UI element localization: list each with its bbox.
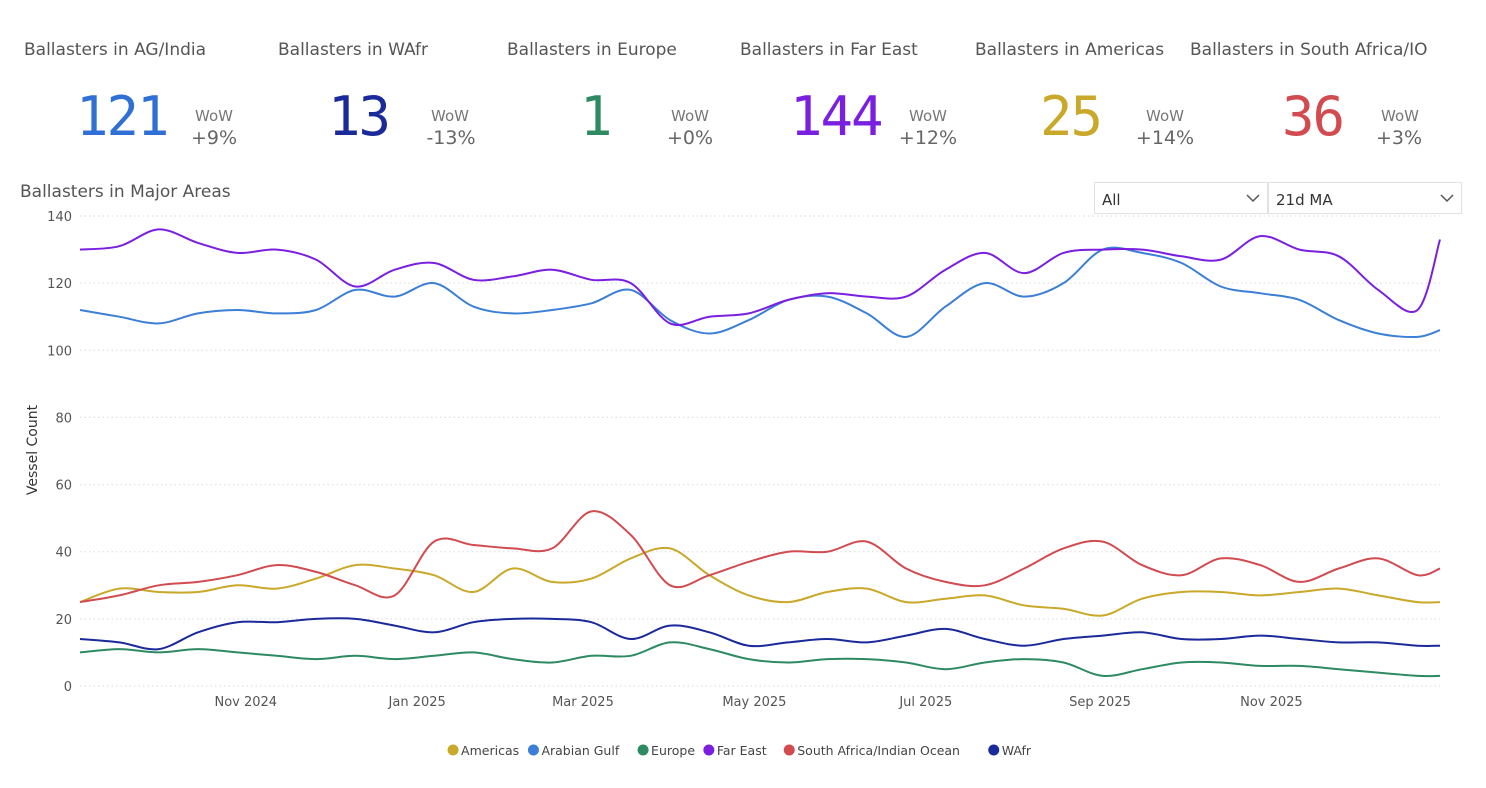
series-line-europe: [79, 641, 1441, 678]
kpi-title: Ballasters in WAfr: [278, 40, 428, 60]
legend: Americas Arabian Gulf Europe Far East South …: [447, 743, 1032, 758]
kpi-value: 144: [790, 85, 884, 148]
series-line-wafr: [79, 617, 1441, 651]
x-tick-label: Jul 2025: [898, 695, 952, 710]
kpi-card-americas: Ballasters in Americas 25 WoW +14%: [975, 0, 1194, 170]
y-tick-label: 40: [55, 546, 72, 561]
kpi-wow-label: WoW: [195, 107, 233, 125]
kpi-card-ag-india: Ballasters in AG/India 121 WoW +9%: [24, 0, 264, 170]
y-axis-label: Vessel Count: [25, 404, 41, 495]
legend-marker-wafr: [988, 744, 1000, 756]
region-filter-dropdown[interactable]: All: [1094, 182, 1268, 214]
legend-label: Europe: [651, 743, 695, 758]
kpi-title: Ballasters in Europe: [507, 40, 677, 60]
legend-label: South Africa/Indian Ocean: [797, 743, 960, 758]
y-tick-label: 140: [47, 210, 72, 225]
kpi-card-south-africa-io: Ballasters in South Africa/IO 36 WoW +3%: [1190, 0, 1480, 170]
kpi-change: -13%: [426, 127, 476, 149]
kpi-title: Ballasters in South Africa/IO: [1190, 40, 1428, 60]
kpi-change: +9%: [190, 127, 238, 149]
series-line-south-africa-indian-ocean: [79, 510, 1441, 604]
legend-label: Far East: [717, 743, 767, 758]
kpi-change: +0%: [666, 127, 714, 149]
series-line-arabian-gulf: [79, 246, 1441, 339]
chart-title: Ballasters in Major Areas: [20, 182, 231, 202]
kpi-value: 13: [328, 85, 391, 148]
x-tick-label: May 2025: [722, 695, 786, 710]
legend-marker-arabian-gulf: [527, 744, 539, 756]
kpi-value: 36: [1282, 85, 1345, 148]
kpi-change: +3%: [1375, 127, 1423, 149]
y-tick-label: 80: [55, 411, 72, 426]
legend-marker-americas: [447, 744, 459, 756]
x-tick-label: Jan 2025: [388, 695, 446, 710]
kpi-card-europe: Ballasters in Europe 1 WoW +0%: [507, 0, 727, 170]
x-tick-label: Nov 2024: [214, 695, 277, 710]
kpi-title: Ballasters in Americas: [975, 40, 1165, 60]
x-axis: Nov 2024 Jan 2025 Mar 2025 May 2025 Jul 2025…: [214, 695, 1302, 710]
x-tick-label: Mar 2025: [552, 695, 614, 710]
kpi-card-wafr: Ballasters in WAfr 13 WoW -13%: [278, 0, 498, 170]
smoothing-filter-dropdown[interactable]: 21d MA: [1268, 182, 1462, 214]
y-tick-label: 20: [55, 613, 72, 628]
kpi-value: 1: [580, 85, 612, 148]
kpi-wow-label: WoW: [671, 107, 709, 125]
smoothing-filter-value: 21d MA: [1276, 191, 1333, 209]
y-tick-label: 100: [47, 344, 72, 359]
legend-label: Arabian Gulf: [541, 743, 619, 758]
x-tick-label: Sep 2025: [1069, 695, 1131, 710]
chevron-down-icon: [1440, 194, 1454, 203]
grid-lines: [80, 215, 1440, 687]
y-tick-label: 0: [64, 680, 72, 695]
kpi-wow-label: WoW: [909, 107, 947, 125]
legend-label: Americas: [461, 743, 519, 758]
kpi-title: Ballasters in Far East: [740, 40, 918, 60]
kpi-wow-label: WoW: [1146, 107, 1184, 125]
x-tick-label: Nov 2025: [1240, 695, 1303, 710]
series-line-far-east: [79, 228, 1441, 326]
kpi-card-far-east: Ballasters in Far East 144 WoW +12%: [740, 0, 970, 170]
legend-label: WAfr: [1002, 743, 1032, 758]
series-line-americas: [79, 546, 1441, 617]
y-axis: 0 20 40 60 80 100 120 140: [47, 210, 72, 695]
legend-marker-south-africa-indian-ocean: [783, 744, 795, 756]
kpi-value: 121: [76, 85, 170, 148]
chevron-down-icon: [1246, 194, 1260, 203]
kpi-change: +12%: [898, 127, 958, 149]
kpi-title: Ballasters in AG/India: [24, 40, 207, 60]
kpi-change: +14%: [1135, 127, 1195, 149]
y-tick-label: 120: [47, 277, 72, 292]
kpi-value: 25: [1040, 85, 1103, 148]
y-tick-label: 60: [55, 479, 72, 494]
legend-marker-europe: [637, 744, 649, 756]
legend-marker-far-east: [703, 744, 715, 756]
kpi-wow-label: WoW: [1381, 107, 1419, 125]
series-lines: [79, 228, 1441, 678]
region-filter-value: All: [1102, 191, 1121, 209]
kpi-wow-label: WoW: [431, 107, 469, 125]
